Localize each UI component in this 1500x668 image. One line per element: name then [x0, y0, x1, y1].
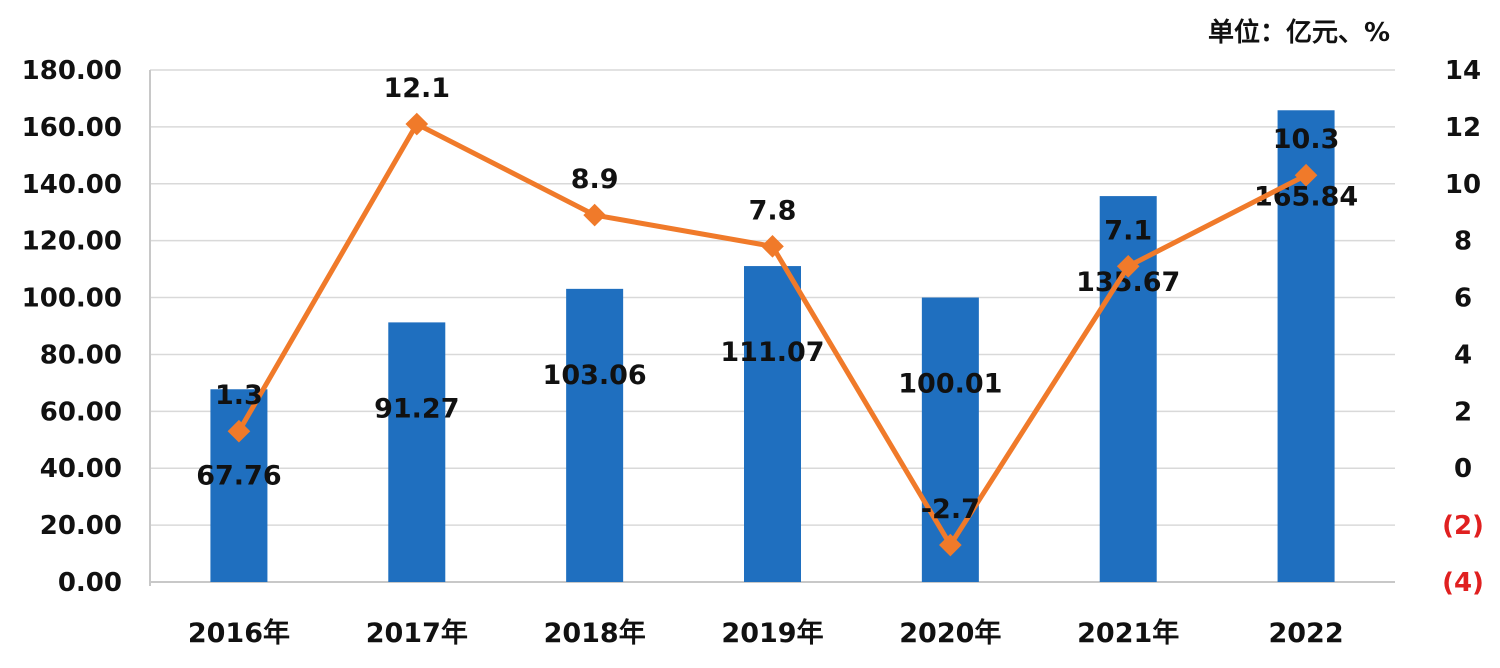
y-right-tick-label: 14	[1445, 56, 1481, 86]
bar-value-label: 103.06	[543, 360, 647, 391]
y-left-tick-label: 140.00	[22, 170, 122, 200]
growth-point	[1116, 254, 1140, 278]
x-tick-label: 2016年	[188, 617, 290, 649]
line-value-label: 7.1	[1104, 215, 1152, 246]
x-tick-label: 2021年	[1077, 617, 1179, 649]
bar-value-label: 67.76	[196, 460, 281, 491]
y-left-tick-label: 0.00	[58, 568, 122, 598]
y-right-tick-label: 8	[1454, 227, 1472, 257]
x-tick-label: 2018年	[544, 617, 646, 649]
y-right-tick-label: 2	[1454, 397, 1472, 427]
line-value-label: 1.3	[215, 380, 263, 411]
line-value-label: 12.1	[383, 73, 450, 104]
line-value-label: -2.7	[921, 494, 980, 525]
y-left-tick-label: 60.00	[40, 397, 122, 427]
growth-point	[761, 235, 784, 258]
bar	[1277, 110, 1335, 582]
x-tick-label: 2017年	[366, 617, 468, 649]
y-left-tick-label: 120.00	[22, 227, 122, 257]
y-right-tick-label: (2)	[1442, 511, 1484, 541]
y-left-tick-label: 20.00	[40, 511, 122, 541]
unit-label: 单位：亿元、%	[1208, 18, 1391, 48]
y-right-tick-label: 0	[1454, 454, 1472, 484]
bar	[388, 322, 446, 582]
x-tick-label: 2020年	[899, 617, 1001, 649]
x-tick-label: 2022	[1268, 618, 1343, 649]
line-value-label: 10.3	[1273, 124, 1340, 155]
growth-point	[405, 112, 429, 136]
bar	[566, 288, 624, 582]
bar	[744, 266, 801, 582]
bar-value-label: 100.01	[898, 369, 1002, 400]
y-right-tick-label: 12	[1445, 113, 1481, 143]
x-tick-label: 2019年	[721, 617, 823, 649]
y-left-tick-label: 180.00	[22, 56, 122, 86]
growth-point	[939, 533, 962, 557]
bar-value-label: 111.07	[720, 337, 824, 368]
y-right-tick-label: 6	[1454, 284, 1472, 314]
y-left-tick-label: 100.00	[22, 284, 122, 314]
y-left-tick-label: 80.00	[40, 340, 122, 370]
growth-point	[583, 203, 606, 227]
bar-value-label: 91.27	[374, 393, 459, 424]
y-left-tick-label: 160.00	[22, 113, 122, 143]
line-value-label: 8.9	[571, 164, 619, 195]
y-right-tick-label: (4)	[1442, 568, 1484, 598]
y-right-tick-label: 4	[1454, 340, 1472, 370]
y-left-tick-label: 40.00	[40, 454, 122, 484]
line-value-label: 7.8	[749, 195, 797, 226]
y-right-tick-label: 10	[1445, 170, 1481, 200]
